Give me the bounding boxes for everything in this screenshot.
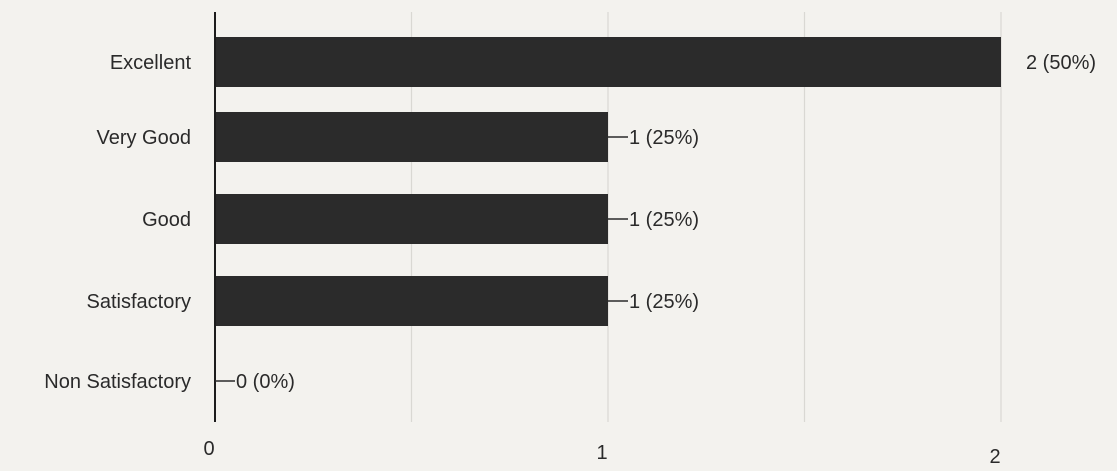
bar-very-good (215, 112, 608, 162)
bar-excellent (215, 37, 1001, 87)
data-label: 1 (25%) (629, 127, 699, 149)
x-tick-label: 1 (596, 442, 607, 464)
bar-satisfactory (215, 276, 608, 326)
category-label: Good (142, 209, 191, 231)
data-label: 1 (25%) (629, 209, 699, 231)
data-label: 2 (50%) (1026, 52, 1096, 74)
bars (215, 37, 1001, 326)
x-tick-label: 0 (203, 438, 214, 460)
category-label: Excellent (110, 52, 192, 74)
category-label: Non Satisfactory (44, 371, 191, 393)
x-tick-labels: 0 1 2 (203, 438, 1000, 468)
category-label: Very Good (96, 127, 191, 149)
data-label: 1 (25%) (629, 291, 699, 313)
category-label: Satisfactory (87, 291, 191, 313)
data-labels: 2 (50%) 1 (25%) 1 (25%) 1 (25%) 0 (0%) (215, 52, 1096, 393)
bar-good (215, 194, 608, 244)
data-label: 0 (0%) (236, 371, 295, 393)
x-tick-label: 2 (989, 446, 1000, 468)
category-labels: Excellent Very Good Good Satisfactory Non Sa… (44, 52, 191, 393)
